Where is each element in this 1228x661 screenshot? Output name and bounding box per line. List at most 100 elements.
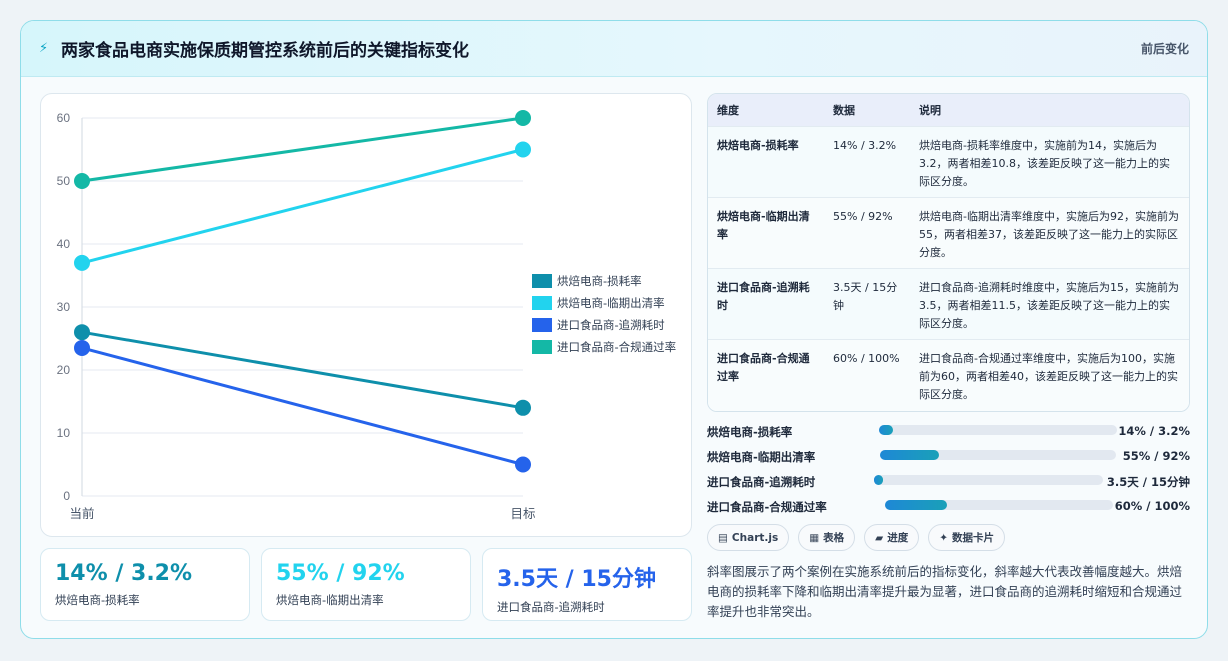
table-header-row: 维度 数据 说明 [708,94,1189,126]
tag-label: 数据卡片 [952,532,995,544]
data-point [515,399,531,416]
tag-table[interactable]: ▦ 表格 [798,524,856,551]
dashboard-card: ⚡ 两家食品电商实施保质期管控系统前后的关键指标变化 前后变化 0 10 20 30 4… [20,20,1208,639]
data-point [74,254,90,271]
table-row: 进口食品商-追溯耗时 3.5天 / 15分钟 进口食品商-追溯耗时维度中，实施后… [708,267,1189,339]
table-row: 进口食品商-合规通过率 60% / 100% 进口食品商-合规通过率维度中，实施… [708,338,1189,411]
table-cell: 烘焙电商-损耗率维度中，实施前为14，实施后为3.2，两者相差10.8，该差距反… [910,125,1189,197]
stat-value: 14% / 3.2% [55,561,193,586]
column-header: 说明 [919,103,941,117]
card-icon: ✦ [939,531,949,544]
data-point [515,456,531,473]
chart-icon: ▤ [718,531,728,544]
progress-label: 烘焙电商-损耗率 [707,425,793,439]
y-tick-label: 10 [57,426,71,440]
table-row: 烘焙电商-临期出清率 55% / 92% 烘焙电商-临期出清率维度中，实施后为9… [708,196,1189,268]
data-point [74,339,90,356]
tag-data-card[interactable]: ✦ 数据卡片 [928,524,1006,551]
y-tick-label: 60 [57,111,71,125]
progress-row: 进口食品商-追溯耗时 3.5天 / 15分钟 [707,471,1190,496]
legend-label: 烘焙电商-损耗率 [557,274,642,288]
legend-label: 烘焙电商-临期出清率 [557,296,665,310]
y-tick-label: 0 [63,489,70,503]
data-point [74,173,90,189]
legend-swatch [532,274,552,288]
header-right-label: 前后变化 [1140,42,1189,56]
progress-label: 进口食品商-追溯耗时 [707,475,816,489]
page-title: 两家食品电商实施保质期管控系统前后的关键指标变化 [61,41,469,61]
progress-value: 14% / 3.2% [1118,424,1190,438]
progress-fill [880,450,939,460]
progress-list: 烘焙电商-损耗率 14% / 3.2% 烘焙电商-临期出清率 55% / 92%… [707,421,1190,521]
progress-fill [879,425,894,435]
legend-label: 进口食品商-合规通过率 [557,340,676,354]
tag-label: Chart.js [731,531,779,544]
progress-value: 55% / 92% [1122,449,1190,463]
table-cell: 进口食品商-合规通过率维度中，实施后为100，实施前为60，两者相差40，该差距… [910,338,1189,411]
progress-icon: ▰ [875,531,884,544]
bolt-icon: ⚡ [39,41,49,56]
table-cell: 烘焙电商-损耗率 [708,125,824,197]
tag-label: 表格 [823,532,845,544]
progress-fill [885,500,947,510]
legend-swatch [532,340,552,354]
x-tick-label: 目标 [510,506,535,521]
data-table: 维度 数据 说明 烘焙电商-损耗率 14% / 3.2% 烘焙电商-损耗率维度中… [707,93,1190,412]
column-header: 维度 [717,103,739,117]
tag-label: 进度 [887,532,909,544]
progress-row: 烘焙电商-损耗率 14% / 3.2% [707,421,1190,446]
progress-value: 60% / 100% [1114,499,1190,513]
y-tick-label: 20 [57,363,71,377]
series-line [81,330,524,410]
stat-card: 55% / 92% 烘焙电商-临期出清率 [261,548,471,621]
progress-row: 进口食品商-合规通过率 60% / 100% [707,496,1190,521]
tag-chartjs[interactable]: ▤ Chart.js [707,524,790,551]
tag-progress[interactable]: ▰ 进度 [864,524,920,551]
progress-label: 进口食品商-合规通过率 [707,500,827,514]
table-cell: 进口食品商-追溯耗时维度中，实施后为15，实施前为3.5，两者相差11.5，该差… [910,267,1189,339]
header: ⚡ 两家食品电商实施保质期管控系统前后的关键指标变化 前后变化 [21,21,1207,77]
data-point [515,110,531,126]
table-cell: 3.5天 / 15分钟 [824,267,910,339]
progress-label: 烘焙电商-临期出清率 [707,450,816,464]
data-point [74,324,90,341]
progress-track [885,500,1113,510]
progress-track [880,450,1116,460]
progress-row: 烘焙电商-临期出清率 55% / 92% [707,446,1190,471]
progress-track [879,425,1117,435]
table-cell: 60% / 100% [824,338,910,411]
table-cell: 烘焙电商-临期出清率维度中，实施后为92，实施前为55，两者相差37，该差距反映… [910,196,1189,268]
y-tick-label: 50 [57,174,71,188]
table-cell: 进口食品商-追溯耗时 [708,267,824,339]
legend-label: 进口食品商-追溯耗时 [557,318,665,332]
stat-label: 烘焙电商-临期出清率 [276,593,384,607]
stat-value: 55% / 92% [276,561,405,586]
progress-track [874,475,1103,485]
slope-chart-panel: 0 10 20 30 40 50 60 当前 目标 烘焙电商-损耗率烘焙电商-临期出清率 进口食品商… [40,93,692,537]
legend-swatch [532,296,552,310]
tag-list: ▤ Chart.js ▦ 表格 ▰ 进度 ✦ 数据卡片 [707,524,1006,551]
legend-swatch [532,318,552,332]
table-icon: ▦ [809,531,820,544]
series-line [81,116,524,183]
table-cell: 55% / 92% [824,196,910,268]
progress-value: 3.5天 / 15分钟 [1106,475,1190,489]
series-line [81,346,524,466]
table-row: 烘焙电商-损耗率 14% / 3.2% 烘焙电商-损耗率维度中，实施前为14，实… [708,125,1189,197]
stat-card: 14% / 3.2% 烘焙电商-损耗率 [40,548,250,621]
summary-text: 斜率图展示了两个案例在实施系统前后的指标变化，斜率越大代表改善幅度越大。烘焙电商… [707,564,1183,619]
column-header: 数据 [833,103,855,117]
stat-value: 3.5天 / 15分钟 [497,567,656,592]
y-tick-label: 30 [57,300,71,314]
data-point [515,141,531,158]
stat-label: 进口食品商-追溯耗时 [497,600,605,614]
stat-label: 烘焙电商-损耗率 [55,593,140,607]
slope-chart: 0 10 20 30 40 50 60 当前 目标 烘焙电商-损耗率烘焙电商-临期出清率进口食品商… [57,110,676,521]
x-tick-label: 当前 [69,506,94,521]
table-cell: 14% / 3.2% [824,125,910,197]
table-cell: 进口食品商-合规通过率 [708,338,824,411]
series-line [81,148,524,265]
stat-card: 3.5天 / 15分钟 进口食品商-追溯耗时 [482,548,692,621]
y-tick-label: 40 [57,237,71,251]
table-cell: 烘焙电商-临期出清率 [708,196,824,268]
